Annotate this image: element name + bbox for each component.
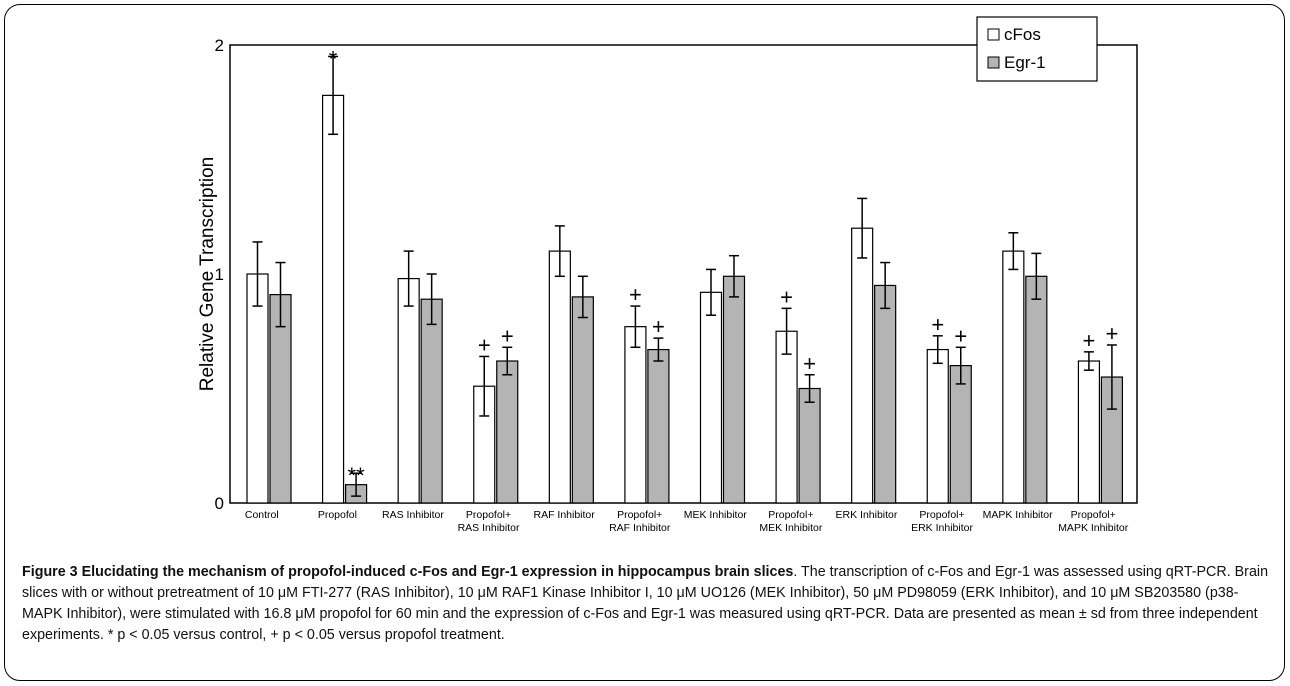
bar-cfos	[1002, 250, 1025, 504]
bar-cfos	[548, 250, 571, 504]
bar-cfos	[246, 273, 269, 504]
bar-egr-1	[647, 348, 670, 504]
y-axis-label: Relative Gene Transcription	[197, 157, 218, 391]
bar-cfos	[1077, 360, 1101, 504]
significance-mark: *	[329, 46, 338, 71]
caption-title: Figure 3 Elucidating the mechanism of pr…	[22, 564, 794, 580]
figure-caption: Figure 3 Elucidating the mechanism of pr…	[22, 562, 1272, 646]
significance-mark: +	[1105, 321, 1118, 346]
legend-box	[976, 16, 1098, 82]
category-label: RAS Inhibitor	[458, 522, 520, 534]
significance-mark: +	[652, 314, 665, 339]
figure-frame	[4, 4, 1285, 681]
bar-cfos	[926, 348, 949, 504]
bar-egr-1	[949, 365, 972, 504]
category-label: Propofol+	[466, 509, 511, 521]
legend-label-egr-1: Egr-1	[1004, 53, 1046, 72]
bar-cfos	[321, 94, 345, 504]
category-label: Propofol+	[617, 509, 662, 521]
category-label: ERK Inhibitor	[836, 509, 898, 521]
legend-label-cfos: cFos	[1004, 25, 1041, 44]
bar-egr-1	[1025, 275, 1048, 504]
significance-mark: +	[780, 284, 793, 309]
y-tick-label: 1	[215, 265, 224, 284]
significance-mark: +	[629, 282, 642, 307]
category-label: Propofol+	[768, 509, 813, 521]
bar-egr-1	[571, 296, 594, 504]
legend-swatch-egr-1	[987, 56, 1000, 69]
category-label: RAF Inhibitor	[533, 509, 595, 521]
category-label: RAF Inhibitor	[609, 522, 671, 534]
bar-egr-1	[420, 298, 443, 504]
category-label: Control	[245, 509, 279, 521]
category-label: MAPK Inhibitor	[983, 509, 1054, 521]
bar-cfos	[851, 227, 874, 504]
significance-mark: +	[803, 351, 816, 376]
bar-cfos	[699, 291, 723, 504]
category-label: Propofol+	[1071, 509, 1116, 521]
category-label: MAPK Inhibitor	[1058, 522, 1129, 534]
category-label: MEK Inhibitor	[759, 522, 823, 534]
legend-swatch-cfos	[987, 28, 1000, 41]
bar-egr-1	[722, 275, 746, 504]
bar-cfos	[775, 330, 798, 504]
category-label: MEK Inhibitor	[684, 509, 748, 521]
category-label: Propofol	[318, 509, 357, 521]
significance-mark: +	[478, 332, 491, 357]
plot-area	[229, 44, 1138, 504]
category-label: RAS Inhibitor	[382, 509, 444, 521]
bar-egr-1	[496, 360, 519, 504]
bar-egr-1	[798, 387, 821, 504]
y-tick-label: 2	[215, 36, 224, 55]
y-tick-label: 0	[215, 494, 224, 513]
bar-cfos	[397, 277, 420, 504]
bar-cfos	[624, 326, 647, 504]
category-label: ERK Inhibitor	[911, 522, 973, 534]
significance-mark: +	[931, 312, 944, 337]
bar-egr-1	[874, 284, 897, 504]
significance-mark: +	[1082, 328, 1095, 353]
category-label: Propofol+	[919, 509, 964, 521]
significance-mark: **	[348, 463, 366, 488]
significance-mark: +	[954, 323, 967, 348]
caption-text: . The transcription of c-Fos and Egr-1 w…	[22, 564, 1269, 643]
significance-mark: +	[501, 323, 514, 348]
